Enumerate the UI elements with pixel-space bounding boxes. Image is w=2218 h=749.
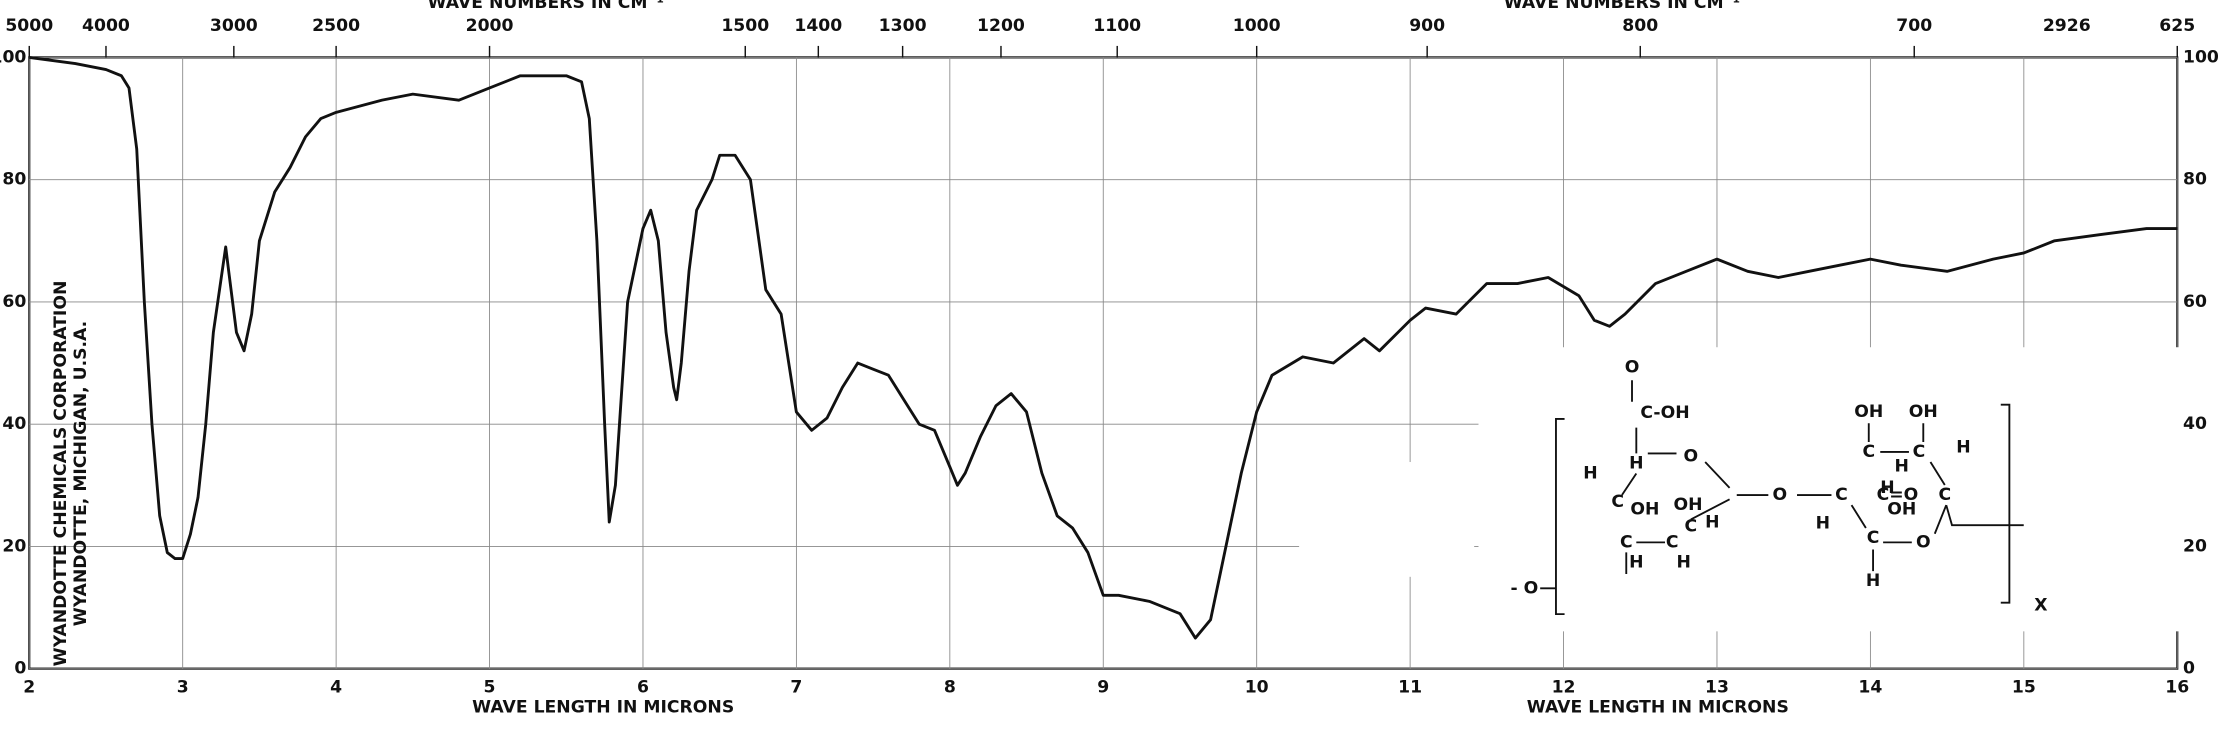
plot bbox=[29, 55, 2178, 640]
x-tick-label: 8 bbox=[944, 677, 956, 697]
company: WYANDOTTE CHEMICALS CORPORATION bbox=[51, 281, 71, 667]
structure-label: H bbox=[1629, 453, 1643, 473]
sample-id: 2926 bbox=[2043, 16, 2091, 36]
company-location: WYANDOTTE, MICHIGAN, U.S.A. bbox=[71, 321, 91, 626]
y-tick-label: 0 bbox=[14, 659, 26, 679]
structure-label: H bbox=[1583, 464, 1597, 484]
x-tick-label: 4 bbox=[330, 677, 342, 697]
structure-label: OH bbox=[1630, 499, 1659, 519]
x-tick-label: 5 bbox=[484, 677, 496, 697]
y2-tick-label: 80 bbox=[2183, 170, 2207, 190]
structure-label: OH bbox=[1854, 402, 1883, 422]
x-axis-label: WAVE LENGTH IN MICRONS bbox=[1527, 697, 1789, 717]
structure-label: H bbox=[1629, 552, 1643, 572]
x2-tick-label: 1200 bbox=[977, 16, 1025, 36]
x2-tick-label: 625 bbox=[2159, 16, 2195, 36]
y-tick-label: 80 bbox=[2, 170, 26, 190]
x2-tick-label: 1000 bbox=[1233, 16, 1281, 36]
structure-label: OH bbox=[1673, 495, 1702, 515]
y2-tick-label: 100 bbox=[2183, 47, 2218, 67]
y-tick-label: 40 bbox=[2, 414, 26, 434]
y2-tick-label: 20 bbox=[2183, 536, 2207, 556]
x2-tick-label: 2500 bbox=[312, 16, 360, 36]
bond bbox=[1540, 380, 2024, 590]
x-tick-label: 12 bbox=[1552, 677, 1576, 697]
x-tick-label: 14 bbox=[1858, 677, 1882, 697]
x2-tick-label: 3000 bbox=[210, 16, 258, 36]
x2-tick-label: 1300 bbox=[879, 16, 927, 36]
structure-label: H bbox=[1895, 456, 1909, 476]
x2-axis-label: WAVE NUMBERS IN CM⁻¹ bbox=[1504, 0, 1741, 13]
x-tick-label: 3 bbox=[177, 677, 189, 697]
structure-label: - O bbox=[1511, 578, 1539, 598]
structure-label: C bbox=[1685, 517, 1698, 537]
structure-panel bbox=[1478, 347, 2179, 632]
x2-tick-label: 1100 bbox=[1093, 16, 1141, 36]
y-tick-label: 60 bbox=[2, 292, 26, 312]
structure-label: C bbox=[1611, 492, 1624, 512]
structure-label: C bbox=[1867, 528, 1880, 548]
structure-label: H bbox=[1866, 571, 1880, 591]
x2-tick-label: 4000 bbox=[82, 16, 130, 36]
x-tick-label: 9 bbox=[1097, 677, 1109, 697]
structure-label: C-OH bbox=[1640, 403, 1689, 423]
x-tick-label: 15 bbox=[2012, 677, 2036, 697]
structure-label: H bbox=[1676, 552, 1690, 572]
y2-tick-label: 60 bbox=[2183, 292, 2207, 312]
structure-label: H bbox=[1880, 478, 1894, 498]
structure-label: O bbox=[1772, 485, 1787, 505]
x2-tick-label: 2000 bbox=[466, 16, 514, 36]
x2-tick-label: 5000 bbox=[5, 16, 53, 36]
y-tick-label: 100 bbox=[0, 47, 26, 67]
structure-label: H bbox=[1816, 514, 1830, 534]
structure-label: C=O bbox=[1877, 485, 1919, 505]
sample-panel bbox=[1299, 462, 1475, 577]
x2-axis-label: WAVE NUMBERS IN CM⁻¹ bbox=[428, 0, 665, 13]
structure-label: C bbox=[1862, 442, 1875, 462]
structure-label: C bbox=[1938, 485, 1951, 505]
structure-label: H bbox=[1956, 438, 1970, 458]
x-tick-label: 11 bbox=[1398, 677, 1422, 697]
structure-label: O bbox=[1625, 357, 1640, 377]
structure-label: OH bbox=[1887, 499, 1916, 519]
structure-drawing bbox=[1540, 380, 2024, 616]
y2-tick-label: 0 bbox=[2183, 659, 2195, 679]
structure-label: C bbox=[1913, 442, 1926, 462]
structure-label: OH bbox=[1909, 402, 1938, 422]
x2-tick-label: 1400 bbox=[794, 16, 842, 36]
bracket bbox=[1555, 403, 2011, 616]
x-tick-label: 7 bbox=[790, 677, 802, 697]
spectrum-line bbox=[29, 55, 2178, 640]
structure-label: C bbox=[1835, 485, 1848, 505]
x2-tick-label: 900 bbox=[1409, 16, 1445, 36]
y2-tick-label: 40 bbox=[2183, 414, 2207, 434]
structure-label: O bbox=[1916, 532, 1931, 552]
x-tick-label: 13 bbox=[1705, 677, 1729, 697]
structure-label: C bbox=[1620, 532, 1633, 552]
x-tick-label: 6 bbox=[637, 677, 649, 697]
x-tick-label: 2 bbox=[23, 677, 35, 697]
x-tick-label: 10 bbox=[1245, 677, 1269, 697]
structure-label: C bbox=[1666, 532, 1679, 552]
structure-label: X bbox=[2034, 596, 2047, 616]
x-tick-label: 16 bbox=[2165, 677, 2189, 697]
x2-tick-label: 700 bbox=[1896, 16, 1932, 36]
x-axis-label: WAVE LENGTH IN MICRONS bbox=[472, 697, 734, 717]
x2-tick-label: 800 bbox=[1622, 16, 1658, 36]
y-tick-label: 20 bbox=[2, 536, 26, 556]
x2-tick-label: 1500 bbox=[721, 16, 769, 36]
structure-label: H bbox=[1705, 512, 1719, 532]
structure-label: O bbox=[1684, 446, 1699, 466]
